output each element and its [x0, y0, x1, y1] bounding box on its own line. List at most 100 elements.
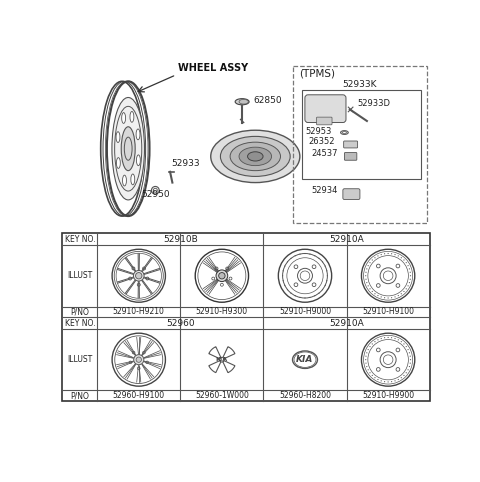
Circle shape [366, 352, 367, 353]
Circle shape [391, 381, 392, 382]
Circle shape [406, 262, 407, 263]
Circle shape [133, 270, 144, 281]
Circle shape [282, 275, 283, 276]
Circle shape [401, 293, 402, 295]
Ellipse shape [112, 97, 144, 200]
Circle shape [403, 291, 405, 292]
FancyBboxPatch shape [305, 95, 346, 122]
Circle shape [391, 337, 392, 338]
Circle shape [374, 257, 375, 258]
Circle shape [215, 267, 218, 270]
Circle shape [381, 380, 382, 381]
Circle shape [381, 296, 382, 297]
Circle shape [143, 267, 145, 270]
Circle shape [146, 361, 148, 364]
Text: 52950: 52950 [141, 190, 169, 199]
Circle shape [403, 259, 405, 261]
Circle shape [372, 375, 373, 376]
Circle shape [368, 349, 369, 350]
Circle shape [370, 346, 371, 347]
Circle shape [380, 268, 396, 284]
Circle shape [370, 372, 371, 374]
Circle shape [226, 267, 228, 270]
Circle shape [143, 351, 145, 354]
Text: 52933: 52933 [171, 159, 200, 168]
Circle shape [370, 288, 371, 289]
Circle shape [409, 362, 411, 364]
Circle shape [152, 187, 159, 194]
FancyBboxPatch shape [343, 189, 360, 200]
Circle shape [290, 293, 292, 294]
Circle shape [366, 268, 367, 269]
Circle shape [365, 359, 366, 360]
Ellipse shape [136, 155, 140, 166]
Ellipse shape [121, 127, 135, 171]
Circle shape [219, 273, 225, 279]
Ellipse shape [235, 99, 249, 105]
Circle shape [376, 264, 380, 268]
Circle shape [314, 255, 315, 256]
Text: WHEEL ASSY: WHEEL ASSY [178, 63, 248, 73]
Circle shape [310, 297, 311, 298]
Ellipse shape [220, 136, 290, 176]
Circle shape [327, 275, 328, 276]
Circle shape [284, 285, 286, 286]
Text: KEY NO.: KEY NO. [64, 235, 95, 244]
Circle shape [368, 265, 369, 266]
Circle shape [381, 254, 382, 255]
Circle shape [129, 277, 132, 280]
Circle shape [406, 346, 407, 347]
Ellipse shape [117, 158, 120, 168]
Text: 52910-H9900: 52910-H9900 [362, 391, 414, 401]
Circle shape [365, 272, 367, 273]
Circle shape [295, 295, 296, 296]
Circle shape [283, 280, 284, 281]
Circle shape [384, 381, 385, 382]
Text: 62850: 62850 [254, 96, 282, 105]
Circle shape [312, 283, 316, 287]
Text: 52960-1W000: 52960-1W000 [195, 391, 249, 401]
Text: 52960-H8200: 52960-H8200 [279, 391, 331, 401]
Circle shape [391, 297, 392, 298]
Circle shape [294, 283, 298, 287]
Circle shape [220, 283, 223, 286]
Circle shape [129, 361, 132, 364]
Circle shape [409, 356, 411, 357]
Circle shape [312, 265, 316, 268]
Circle shape [387, 381, 389, 383]
Text: 24537: 24537 [311, 148, 337, 158]
Text: 52910A: 52910A [329, 235, 364, 244]
Ellipse shape [340, 131, 348, 134]
Circle shape [395, 254, 396, 255]
Circle shape [322, 289, 323, 290]
Text: 52910-H9300: 52910-H9300 [196, 308, 248, 317]
Circle shape [229, 277, 232, 280]
Circle shape [134, 355, 144, 365]
Text: 52953: 52953 [305, 127, 331, 136]
Circle shape [395, 296, 396, 297]
Circle shape [326, 270, 327, 271]
Circle shape [401, 257, 402, 258]
Circle shape [322, 261, 323, 263]
Text: 52910A: 52910A [329, 319, 364, 328]
Text: KIA: KIA [216, 357, 228, 362]
Circle shape [377, 379, 379, 380]
Text: P/NO: P/NO [71, 391, 89, 401]
Circle shape [377, 255, 379, 256]
Circle shape [318, 258, 320, 259]
Circle shape [365, 275, 366, 276]
Circle shape [384, 297, 385, 298]
Circle shape [409, 268, 410, 269]
Circle shape [318, 293, 320, 294]
Circle shape [391, 253, 392, 254]
Circle shape [410, 359, 411, 360]
Circle shape [376, 368, 380, 371]
Text: 52910-H9210: 52910-H9210 [113, 308, 165, 317]
Circle shape [376, 348, 380, 352]
Circle shape [396, 368, 400, 371]
Text: 52933D: 52933D [358, 99, 391, 107]
Ellipse shape [116, 132, 120, 143]
Ellipse shape [130, 111, 134, 122]
Circle shape [374, 293, 375, 295]
Circle shape [409, 279, 411, 280]
